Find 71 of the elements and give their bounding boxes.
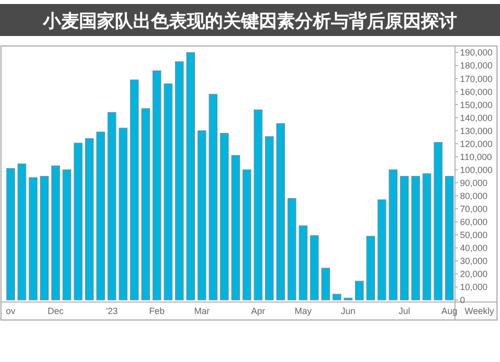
bar bbox=[186, 52, 195, 300]
y-tick-label: 190,000 bbox=[460, 48, 493, 58]
bar bbox=[51, 166, 60, 300]
y-tick-label: 0 bbox=[460, 295, 466, 306]
y-tick-label: 150,000 bbox=[460, 100, 493, 110]
x-tick-label: '23 bbox=[106, 306, 118, 316]
bar bbox=[74, 142, 82, 300]
bar bbox=[28, 177, 38, 300]
y-tick-label: 80,000 bbox=[460, 190, 488, 201]
chart-title: 小麦国家队出色表现的关键因素分析与背后原因探讨 bbox=[42, 11, 457, 31]
bar bbox=[208, 94, 218, 300]
bar bbox=[445, 176, 454, 300]
bar bbox=[220, 132, 229, 300]
bar bbox=[321, 268, 330, 300]
bar bbox=[96, 132, 105, 300]
y-tick-label: 30,000 bbox=[460, 256, 488, 266]
bar bbox=[310, 235, 319, 300]
bar bbox=[18, 164, 26, 300]
bar bbox=[118, 128, 128, 300]
bar bbox=[254, 110, 262, 300]
y-tick-label: 180,000 bbox=[460, 60, 493, 71]
x-axis-title: Weekly bbox=[464, 306, 494, 316]
x-tick-label: Mar bbox=[194, 306, 210, 316]
bar bbox=[355, 280, 364, 300]
x-tick-label: Dec bbox=[48, 306, 64, 316]
bar bbox=[388, 169, 398, 300]
bar bbox=[141, 108, 150, 300]
x-tick-label: Aug bbox=[441, 306, 458, 316]
y-tick-label: 120,000 bbox=[460, 138, 493, 149]
x-tick-label: Jun bbox=[340, 306, 356, 316]
bar bbox=[231, 155, 240, 300]
bar bbox=[175, 61, 184, 300]
y-tick-label: 60,000 bbox=[460, 217, 488, 228]
bar bbox=[242, 169, 252, 300]
y-tick-label: 70,000 bbox=[460, 204, 488, 214]
y-tick-label: 10,000 bbox=[460, 282, 488, 292]
bar bbox=[85, 138, 94, 300]
bar bbox=[152, 70, 162, 300]
bar bbox=[40, 176, 49, 300]
y-tick-label: 130,000 bbox=[460, 126, 493, 136]
bar bbox=[366, 236, 375, 300]
y-tick-label: 110,000 bbox=[460, 152, 492, 162]
bar bbox=[422, 173, 432, 300]
bar bbox=[6, 168, 15, 300]
bar bbox=[265, 136, 274, 300]
bar bbox=[276, 123, 285, 300]
y-tick-label: 170,000 bbox=[460, 74, 493, 84]
bar bbox=[400, 176, 409, 300]
bar bbox=[411, 176, 420, 300]
y-tick-label: 50,000 bbox=[460, 230, 488, 240]
x-tick-label: Feb bbox=[149, 306, 165, 316]
bar bbox=[332, 294, 342, 300]
x-tick-label: ov bbox=[6, 306, 16, 316]
bar bbox=[434, 142, 442, 300]
x-tick-label: Apr bbox=[251, 306, 266, 316]
bar bbox=[288, 198, 296, 300]
bar bbox=[62, 169, 72, 300]
x-tick-label: May bbox=[294, 306, 312, 316]
y-tick-label: 90,000 bbox=[460, 178, 488, 188]
y-tick-label: 20,000 bbox=[460, 269, 488, 280]
bar bbox=[130, 80, 139, 300]
y-tick-label: 100,000 bbox=[460, 164, 493, 175]
y-tick-label: 40,000 bbox=[460, 243, 488, 254]
bar bbox=[108, 112, 116, 300]
x-tick-label: Jul bbox=[398, 306, 410, 316]
bar bbox=[378, 199, 386, 300]
bar bbox=[164, 83, 172, 300]
y-tick-label: 140,000 bbox=[460, 112, 493, 123]
y-tick-label: 160,000 bbox=[460, 86, 493, 97]
bar bbox=[198, 130, 206, 300]
bar bbox=[298, 225, 308, 300]
